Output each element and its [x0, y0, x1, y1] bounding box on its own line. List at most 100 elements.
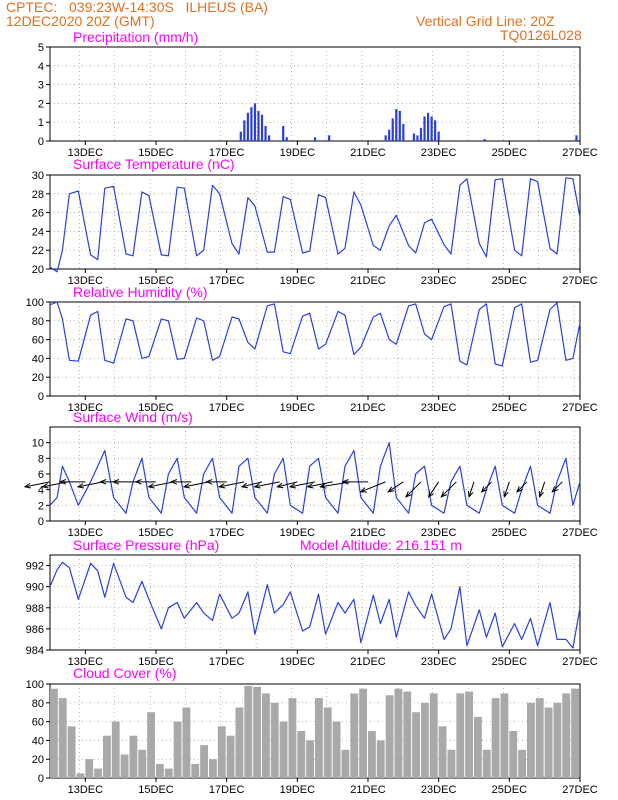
- wind-arrowhead: [23, 483, 31, 489]
- y-tick-label: 24: [32, 226, 44, 238]
- panel-annotation: Model Altitude: 216.151 m: [300, 537, 462, 553]
- cloud-bar: [412, 712, 420, 778]
- wind-arrowhead: [205, 479, 213, 485]
- x-tick-label: 21DEC: [350, 527, 386, 539]
- x-tick-label: 15DEC: [138, 784, 174, 796]
- x-tick-label: 15DEC: [138, 402, 174, 414]
- wind-vector: [241, 481, 263, 488]
- precip-bar: [243, 120, 246, 141]
- x-tick-label: 27DEC: [562, 656, 598, 668]
- cloud-bar: [209, 759, 217, 778]
- wind-arrowhead: [538, 490, 544, 499]
- x-tick-label: 15DEC: [138, 527, 174, 539]
- y-tick-label: 20: [32, 372, 44, 384]
- wind-vector: [481, 481, 493, 493]
- precip-bar: [328, 135, 331, 141]
- x-tick-label: 17DEC: [209, 527, 245, 539]
- y-tick-label: 3: [38, 80, 44, 92]
- x-tick-label: 19DEC: [280, 784, 316, 796]
- header-code: TQ0126L028: [500, 27, 582, 43]
- cloud-bar: [323, 707, 332, 778]
- wind-vector: [77, 481, 104, 488]
- x-tick-label: 19DEC: [280, 402, 316, 414]
- cloud-bar: [306, 740, 314, 778]
- x-tick-label: 21DEC: [350, 784, 386, 796]
- header-datetime: 12DEC2020 20Z (GMT): [6, 13, 155, 29]
- panel-title: Precipitation (mm/h): [73, 29, 198, 45]
- x-tick-label: 19DEC: [280, 527, 316, 539]
- cloud-bar: [394, 688, 403, 778]
- x-tick-label: 23DEC: [421, 402, 457, 414]
- y-tick-label: 0: [38, 136, 44, 148]
- panel-title: Surface Pressure (hPa): [73, 537, 219, 553]
- y-tick-label: 2: [38, 500, 44, 512]
- x-tick-label: 25DEC: [492, 402, 528, 414]
- precip-bar: [257, 110, 260, 141]
- cloud-bar: [491, 698, 500, 778]
- precip-bar: [395, 109, 398, 141]
- cloud-bar: [447, 749, 456, 778]
- header-location: CPTEC: 039:23W-14:30S ILHEUS (BA): [6, 0, 268, 15]
- precip-bar: [483, 139, 486, 141]
- cloud-bar: [253, 686, 261, 778]
- cloud-bar: [85, 759, 94, 778]
- precip-bar: [419, 127, 423, 141]
- wind-arrowhead: [218, 483, 226, 489]
- x-tick-label: 13DEC: [68, 656, 104, 668]
- y-tick-label: 40: [32, 353, 44, 365]
- x-tick-label: 17DEC: [209, 147, 245, 159]
- y-tick-label: 0: [38, 773, 44, 785]
- wind-arrowhead: [170, 479, 178, 485]
- wind-arrowhead: [405, 491, 412, 498]
- x-tick-label: 19DEC: [280, 275, 316, 287]
- series-line: [49, 177, 581, 273]
- wind-vector: [516, 481, 528, 493]
- panel-title: Surface Temperature (nC): [73, 156, 235, 172]
- cloud-bar: [297, 731, 306, 778]
- panel-3: 0 20 40 60 80 100 13DEC 15DEC 17DEC 19DEC 21DEC 23D…: [26, 284, 598, 414]
- wind-arrowhead: [516, 486, 523, 493]
- y-tick-label: 28: [32, 189, 44, 201]
- precip-bar: [434, 120, 437, 141]
- cloud-bar: [288, 698, 297, 778]
- y-tick-label: 30: [32, 170, 44, 182]
- cloud-bar: [527, 702, 535, 778]
- cloud-bar: [535, 698, 544, 778]
- cloud-bar: [332, 721, 341, 778]
- x-tick-label: 19DEC: [280, 656, 316, 668]
- cloud-bar: [482, 749, 491, 778]
- y-tick-label: 4: [38, 485, 44, 497]
- cloud-bar: [244, 685, 253, 778]
- wind-arrowhead: [112, 479, 120, 485]
- series-line: [49, 442, 581, 514]
- x-tick-label: 25DEC: [492, 784, 528, 796]
- x-tick-label: 13DEC: [68, 402, 104, 414]
- wind-arrowhead: [253, 483, 261, 489]
- panel-title: Relative Humidity (%): [73, 284, 208, 300]
- y-tick-label: 60: [32, 717, 44, 729]
- wind-vector: [468, 481, 475, 497]
- panel-4: 0 2 4 6 8 10 13DEC 15DEC 17DEC 19DEC 21DEC 23DEC 25D…: [23, 409, 598, 539]
- precip-bar: [250, 107, 253, 141]
- y-tick-label: 40: [32, 735, 44, 747]
- cloud-bar: [385, 695, 394, 778]
- y-tick-label: 80: [32, 316, 44, 328]
- cloud-bar: [138, 749, 147, 778]
- plot-frame: [49, 301, 581, 397]
- x-tick-label: 21DEC: [350, 147, 386, 159]
- x-tick-label: 15DEC: [138, 147, 174, 159]
- precip-bar: [267, 135, 271, 141]
- series-line: [49, 301, 581, 367]
- cloud-bar: [562, 693, 571, 778]
- cloud-bar: [262, 693, 270, 778]
- wind-arrowhead: [359, 487, 367, 493]
- precip-bar: [398, 110, 401, 141]
- wind-arrowhead: [427, 490, 434, 498]
- x-tick-label: 21DEC: [350, 275, 386, 287]
- y-tick-label: 22: [32, 245, 44, 257]
- wind-arrowhead: [440, 491, 448, 498]
- cloud-bar: [156, 763, 164, 778]
- y-tick-label: 0: [38, 391, 44, 403]
- wind-vector: [405, 481, 422, 498]
- precip-bar: [416, 135, 419, 141]
